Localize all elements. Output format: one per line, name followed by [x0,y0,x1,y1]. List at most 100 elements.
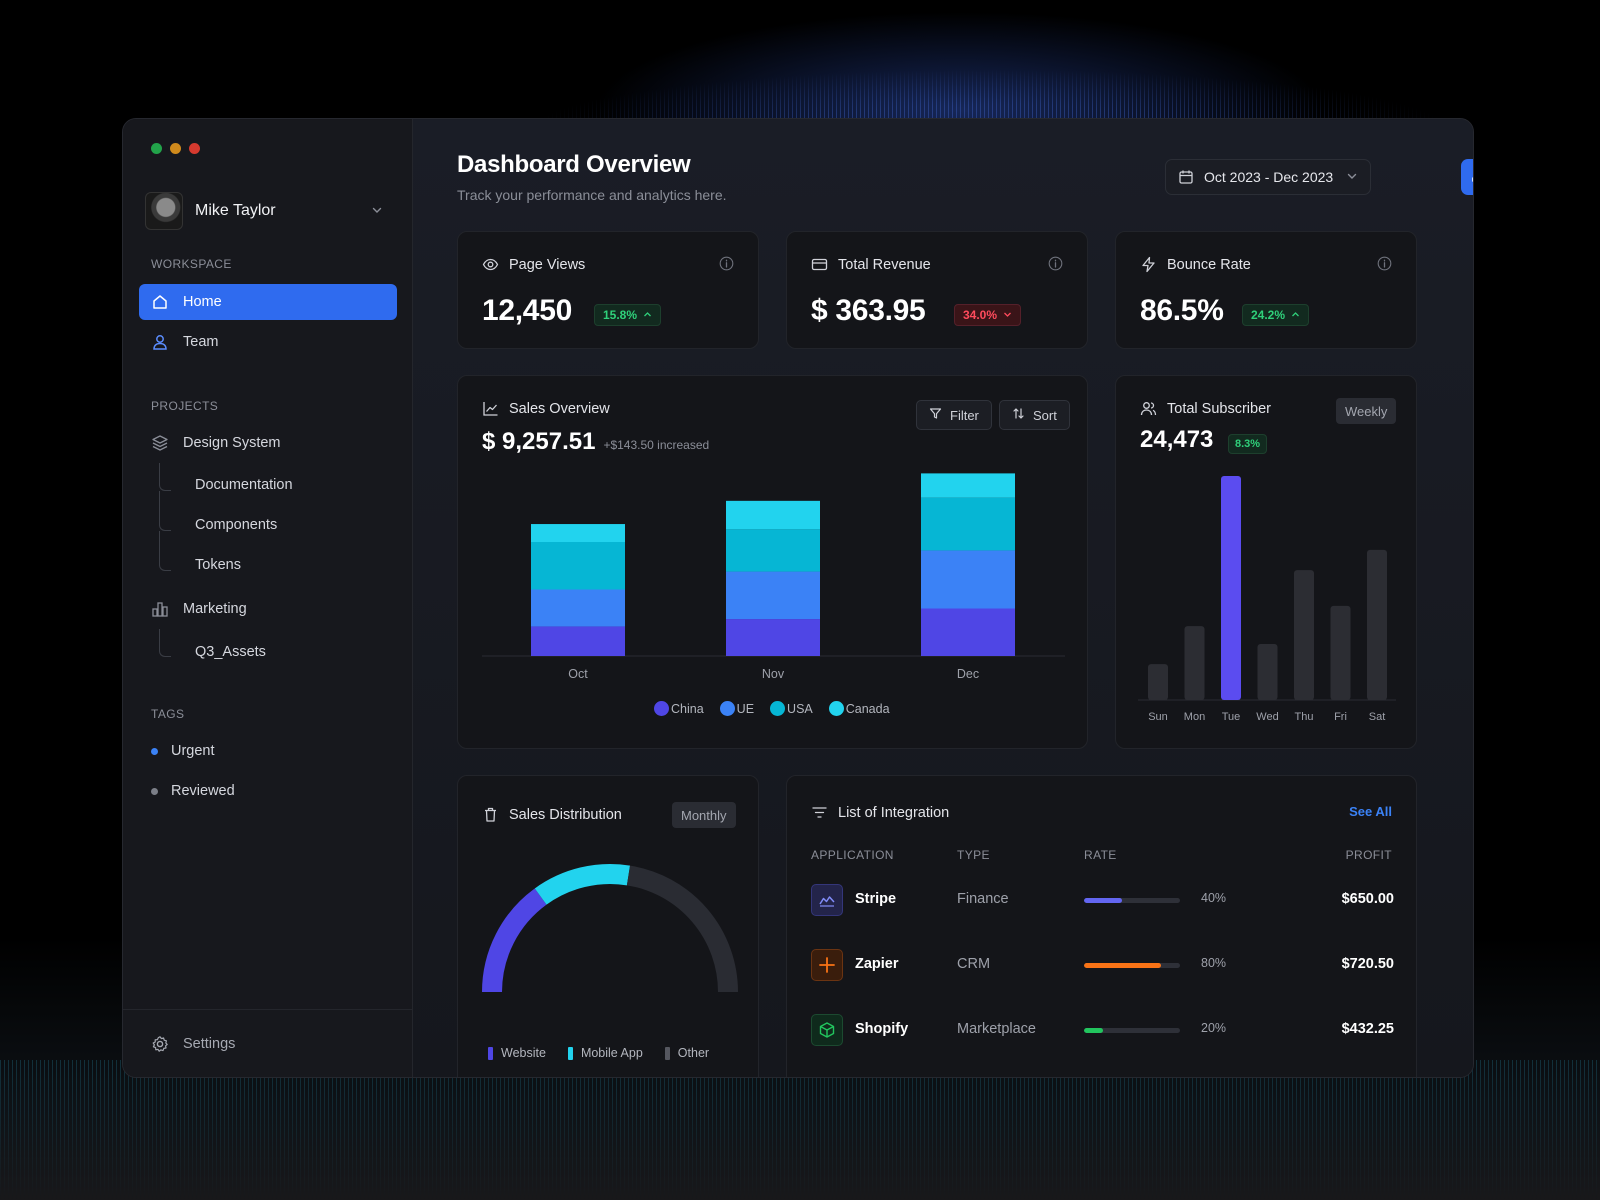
tag-dot [151,747,158,755]
bar-segment-nov-usa[interactable] [726,529,820,572]
card-title: Sales Distribution [509,806,622,823]
sidebar-subitem-documentation[interactable]: Documentation [195,477,293,493]
sales-overview-card: Sales Overview $ 9,257.51 +$143.50 incre… [457,375,1088,749]
x-tick-label: Sun [1148,711,1168,723]
shopify-box-icon [811,1014,843,1046]
tree-connector [159,463,171,491]
legend-item-ue: UE [719,701,754,716]
column-header-profit[interactable]: PROFIT [1345,848,1392,862]
stat-change-value: 24.2% [1251,308,1286,322]
bar-segment-oct-usa[interactable] [531,542,625,590]
info-icon[interactable] [719,256,734,271]
app-name: Zapier [855,956,899,972]
window-controls [151,143,200,154]
sidebar-item-design-system[interactable]: Design System [139,425,397,461]
card-title: Page Views [509,256,586,273]
period-selector[interactable]: Weekly [1336,398,1397,424]
profit-value: $432.25 [1341,1021,1394,1037]
x-tick-label: Thu [1295,711,1314,723]
table-row[interactable]: Shopify Marketplace 20% $432.25 [787,1010,1418,1050]
chevron-down-icon [371,204,383,219]
column-header-rate[interactable]: RATE [1084,848,1117,862]
donut-slice-website[interactable] [482,888,547,993]
bar-segment-nov-ue[interactable] [726,571,820,620]
column-header-type[interactable]: TYPE [957,848,990,862]
sort-label: Sort [1033,407,1057,423]
chevron-down-icon [1003,308,1012,322]
sidebar-item-home[interactable]: Home [139,284,397,320]
bar-segment-dec-ue[interactable] [921,550,1015,609]
table-row[interactable]: Zapier CRM 80% $720.50 [787,945,1418,985]
user-switcher[interactable]: Mike Taylor [145,191,383,231]
bar-segment-dec-china[interactable] [921,608,1015,657]
card-title: Sales Overview [509,400,610,417]
bar-mon[interactable] [1184,626,1205,700]
legend-label: USA [787,701,813,716]
minimize-dot[interactable] [170,143,181,154]
legend-item-mobile-app: Mobile App [567,1046,643,1060]
tag-urgent[interactable]: Urgent [151,743,215,759]
sidebar-subitem-q3-assets[interactable]: Q3_Assets [195,644,266,660]
close-dot[interactable] [189,143,200,154]
date-range-picker[interactable]: Oct 2023 - Dec 2023 [1165,159,1371,195]
settings-button[interactable]: Settings [123,1009,413,1077]
stat-value: 12,450 [482,294,572,327]
legend-label: Website [501,1046,546,1060]
see-all-link[interactable]: See All [1349,804,1392,819]
sidebar-item-marketing[interactable]: Marketing [139,591,397,627]
bar-thu[interactable] [1294,570,1314,700]
bar-segment-oct-canada[interactable] [531,524,625,542]
bar-sun[interactable] [1148,664,1168,700]
period-selector[interactable]: Monthly [672,802,736,828]
bar-wed[interactable] [1257,644,1278,700]
stat-change-badge: 15.8% [594,304,662,326]
bar-segment-dec-canada[interactable] [921,473,1015,498]
stat-change-value: 15.8% [603,308,638,322]
bar-segment-oct-ue[interactable] [531,589,625,627]
rate-value: 20% [1201,1021,1227,1035]
sidebar-item-label: Design System [183,435,281,451]
tag-dot [151,787,158,795]
rate-value: 40% [1201,891,1227,905]
sales-total: $ 9,257.51 +$143.50 increased [482,428,709,456]
sort-button[interactable]: Sort [999,400,1070,430]
rate-bar [1084,898,1180,903]
sidebar-item-team[interactable]: Team [139,324,397,360]
stat-change-value: 34.0% [963,308,998,322]
column-header-application[interactable]: APPLICATION [811,848,894,862]
bar-segment-nov-china[interactable] [726,619,820,656]
sidebar-subitem-components[interactable]: Components [195,517,278,533]
bar-segment-dec-usa[interactable] [921,497,1015,551]
profit-value: $650.00 [1341,891,1394,907]
main-content: Dashboard Overview Track your performanc… [413,119,1473,1077]
donut-slice-mobile-app[interactable] [534,864,631,905]
info-icon[interactable] [1377,256,1392,271]
filter-button[interactable]: Filter [916,400,992,430]
chevron-up-icon [643,308,652,322]
stat-change-badge: 34.0% [954,304,1022,326]
maximize-dot[interactable] [151,143,162,154]
tag-reviewed[interactable]: Reviewed [151,783,235,799]
card-header: Page Views [482,256,585,273]
bar-segment-nov-canada[interactable] [726,500,820,530]
donut-slice-other[interactable] [626,865,738,993]
section-title-workspace: WORKSPACE [151,257,232,271]
rate-bar [1084,1028,1180,1033]
legend-label: Canada [845,701,890,716]
legend-label: China [671,701,704,716]
bar-fri[interactable] [1330,605,1351,700]
sidebar-subitem-tokens[interactable]: Tokens [195,557,241,573]
table-row[interactable]: Stripe Finance 40% $650.00 [787,880,1418,920]
x-tick-label: Oct [568,667,588,681]
semi-donut-chart [482,864,738,993]
bar-tue[interactable] [1221,476,1241,700]
info-icon[interactable] [1048,256,1063,271]
card-header: List of Integration [811,804,949,821]
bar-sat[interactable] [1367,549,1387,700]
eye-icon [482,256,499,273]
download-button[interactable] [1461,159,1473,195]
chart-legend: Website Mobile App Other [488,1046,709,1060]
user-name: Mike Taylor [195,202,276,219]
bar-segment-oct-china[interactable] [531,626,625,656]
users-icon [1140,400,1157,417]
